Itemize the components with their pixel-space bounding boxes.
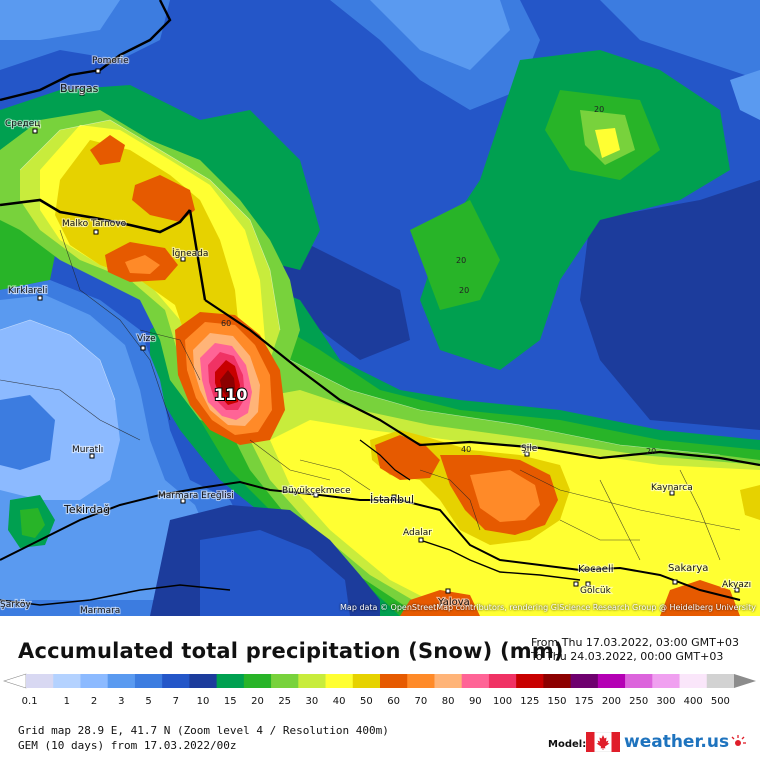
legend-label: 70: [414, 696, 427, 707]
legend-swatch: [107, 674, 136, 688]
contour-label: 20: [456, 256, 466, 265]
legend-label: 125: [520, 696, 539, 707]
contour-label: 60: [221, 319, 231, 328]
legend-swatch: [216, 674, 245, 688]
place-igneada: İğneada: [172, 248, 208, 259]
place-burgas: Burgas: [60, 82, 99, 95]
place-malko-tarnovo: Malko Tarnovo: [62, 219, 127, 229]
legend-swatch: [407, 674, 435, 688]
legend-swatch: [80, 674, 109, 688]
place-yalova: Yalova: [437, 597, 470, 608]
model-label: Model:: [548, 739, 587, 750]
legend-swatch: [706, 674, 735, 688]
place-adalar: Adalar: [403, 528, 432, 538]
legend-label: 25: [278, 696, 291, 707]
legend-label: 3: [118, 696, 124, 707]
place-tekirdag: Tekirdağ: [63, 503, 110, 516]
legend-swatch: [597, 674, 626, 688]
legend-swatch: [53, 674, 81, 688]
legend-label: 7: [173, 696, 179, 707]
legend-label: 175: [575, 696, 594, 707]
legend-swatch: [516, 674, 544, 688]
legend-label: 40: [333, 696, 346, 707]
place-markers: [32, 68, 740, 594]
legend-label: 15: [224, 696, 237, 707]
place-kirklareli: Kırklareli: [8, 286, 47, 296]
place-sarkoy: Şarköy: [0, 600, 31, 610]
legend-swatch: [26, 674, 54, 688]
weather-us-logo[interactable]: weather.us: [586, 730, 747, 754]
legend-label: 500: [711, 696, 730, 707]
map-title: Accumulated total precipitation (Snow) (…: [18, 639, 564, 663]
legend-swatch: [461, 674, 490, 688]
precipitation-map[interactable]: Pomorie Burgas Средец Malko Tarnovo İğne…: [0, 0, 760, 616]
contour-label: 40: [461, 445, 471, 454]
place-kaynarca: Kaynarca: [651, 483, 693, 493]
legend-swatch: [352, 674, 381, 688]
legend-arrow-left: [3, 673, 27, 689]
time-from: From Thu 17.03.2022, 03:00 GMT+03: [531, 636, 740, 649]
place-marmara: Marmara: [80, 606, 120, 616]
legend-swatch: [652, 674, 681, 688]
time-to: To Thu 24.03.2022, 00:00 GMT+03: [531, 650, 724, 663]
legend-label: 30: [306, 696, 319, 707]
contour-label: 20: [646, 447, 656, 456]
place-sile: Şile: [521, 444, 538, 454]
contour-label: 20: [459, 286, 469, 295]
legend-label: 250: [629, 696, 648, 707]
place-kocaeli: Kocaeli: [578, 564, 614, 575]
legend-swatch: [325, 674, 354, 688]
legend-swatch: [488, 674, 517, 688]
place-marmara-ereglisi: Marmara Ereğlisi: [158, 491, 234, 501]
color-legend: 0.1 1 2 3 5 7 10 15 20 25 30 40 50 60 70 80 90 100 125 150 1…: [3, 673, 756, 707]
legend-label: 1: [64, 696, 70, 707]
contour-label: 20: [594, 105, 604, 114]
legend-label: 60: [387, 696, 400, 707]
legend-label: 2: [91, 696, 97, 707]
grid-info: Grid map 28.9 E, 41.7 N (Zoom level 4 / …: [18, 724, 389, 737]
place-vize: Vize: [137, 334, 156, 344]
legend-label: 10: [197, 696, 210, 707]
sun-icon: [731, 735, 747, 746]
brand-name: weather.us: [624, 732, 730, 752]
model-info: GEM (10 days) from 17.03.2022/00z: [18, 739, 237, 752]
map-attribution: Map data © OpenStreetMap contributors, r…: [340, 603, 756, 612]
legend-swatch: [243, 674, 272, 688]
legend-arrow-right: [734, 674, 756, 688]
legend-swatch: [298, 674, 327, 688]
legend-swatch: [543, 674, 572, 688]
place-sakarya: Sakarya: [668, 563, 708, 574]
legend-label: 50: [360, 696, 373, 707]
map-footer: Accumulated total precipitation (Snow) (…: [0, 616, 760, 760]
legend-label: 20: [251, 696, 264, 707]
legend-swatch: [380, 674, 408, 688]
place-akyazi: Akyazı: [722, 580, 751, 590]
legend-label: 400: [684, 696, 703, 707]
legend-label: 300: [656, 696, 675, 707]
legend-label: 5: [145, 696, 151, 707]
legend-swatch: [679, 674, 708, 688]
place-muratli: Muratlı: [72, 445, 103, 455]
place-istanbul: İstanbul: [370, 493, 414, 506]
place-pomorie: Pomorie: [92, 56, 129, 66]
legend-swatch: [134, 674, 163, 688]
place-buyukcekmece: Büyükçekmece: [282, 486, 351, 496]
legend-label: 200: [602, 696, 621, 707]
legend-swatch: [434, 674, 463, 688]
legend-label: 90: [469, 696, 482, 707]
legend-swatch: [271, 674, 299, 688]
legend-label: 0.1: [22, 696, 38, 707]
legend-swatch: [162, 674, 190, 688]
place-golcuk: Gölcük: [580, 586, 612, 596]
legend-swatch: [570, 674, 599, 688]
place-sredets: Средец: [5, 119, 40, 129]
canada-flag-icon: [586, 732, 620, 752]
max-value-label: 110: [214, 385, 247, 404]
legend-label: 100: [493, 696, 512, 707]
legend-swatch: [625, 674, 653, 688]
legend-label: 80: [442, 696, 455, 707]
legend-swatch: [189, 674, 218, 688]
legend-label: 150: [547, 696, 566, 707]
